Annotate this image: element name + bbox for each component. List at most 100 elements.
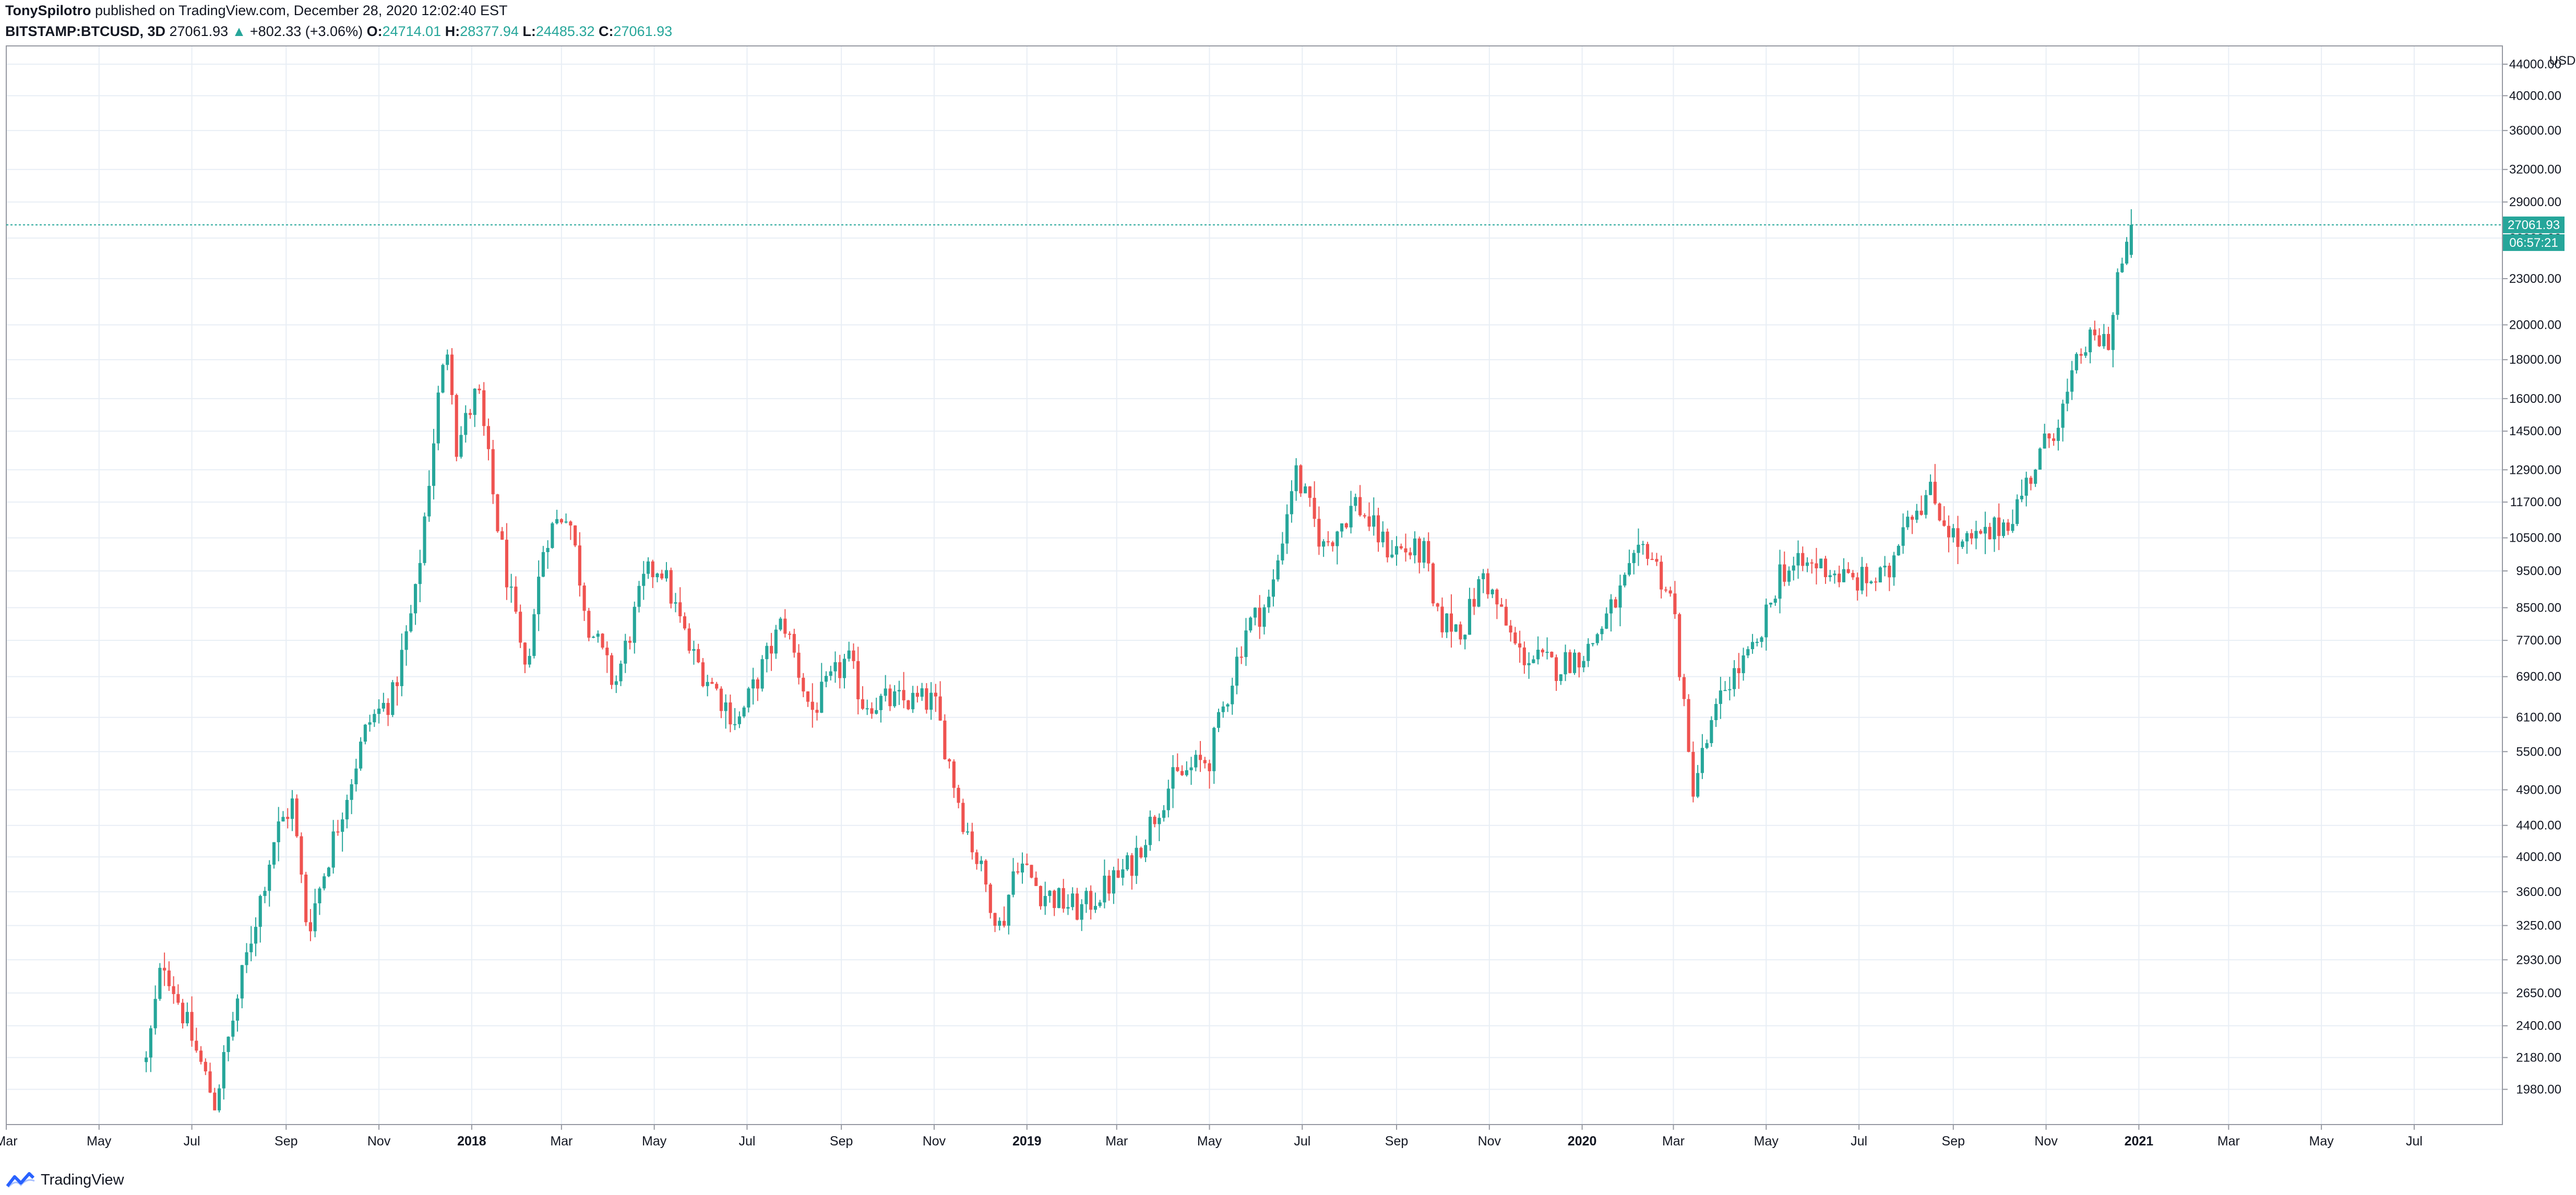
price-axis[interactable]: 1980.00 2180.00 2400.00 2650.00 2930.00 3250.… bbox=[2502, 57, 2561, 1097]
candle-up bbox=[1627, 563, 1631, 575]
candle-down bbox=[1404, 548, 1408, 553]
candle-down bbox=[870, 708, 874, 714]
candle-down bbox=[1555, 657, 1558, 682]
candle-down bbox=[1308, 486, 1311, 498]
x-tick-label: 2021 bbox=[2125, 1134, 2154, 1149]
candle-up bbox=[2111, 315, 2115, 350]
candle-up bbox=[1559, 674, 1563, 682]
time-axis[interactable]: Mar May Jul Sep Nov 2018 Mar May Jul Sep Nov 2019 Ma… bbox=[0, 1125, 2423, 1149]
candle-down bbox=[2047, 433, 2051, 439]
candle-up bbox=[400, 650, 403, 686]
candle-up bbox=[1249, 617, 1253, 631]
candle-up bbox=[2034, 469, 2037, 484]
candle-down bbox=[455, 395, 458, 457]
candle-up bbox=[1463, 635, 1467, 640]
y-tick-label: 14500.00 bbox=[2509, 424, 2561, 438]
countdown-tag-bg bbox=[2503, 234, 2565, 251]
candle-up bbox=[1527, 663, 1531, 665]
candle-up bbox=[1185, 770, 1188, 775]
y-tick-label: 10500.00 bbox=[2509, 531, 2561, 545]
candle-up bbox=[724, 702, 728, 711]
candle-up bbox=[1605, 613, 1608, 629]
candle-up bbox=[1166, 788, 1170, 810]
candle-down bbox=[1089, 891, 1093, 910]
x-tick-label: Jul bbox=[1294, 1134, 1310, 1149]
candle-down bbox=[1299, 465, 1303, 494]
tradingview-logo-text[interactable]: TradingView bbox=[41, 1171, 124, 1188]
x-tick-label: Jul bbox=[2406, 1134, 2423, 1149]
candle-up bbox=[1231, 685, 1234, 704]
candle-down bbox=[770, 646, 773, 654]
candle-down bbox=[948, 759, 951, 762]
candle-up bbox=[646, 561, 650, 574]
candle-down bbox=[1664, 589, 1667, 591]
candle-up bbox=[263, 891, 267, 896]
candle-up bbox=[1011, 871, 1015, 895]
y-tick-label: 32000.00 bbox=[2509, 163, 2561, 177]
candle-up bbox=[1158, 818, 1161, 824]
candle-down bbox=[1970, 533, 1973, 539]
candle-up bbox=[592, 637, 595, 638]
y-tick-label: 8500.00 bbox=[2516, 601, 2561, 615]
candle-up bbox=[354, 768, 358, 784]
candle-down bbox=[605, 648, 609, 655]
candle-up bbox=[1080, 904, 1083, 920]
candle-down bbox=[792, 634, 796, 653]
close-value: 27061.93 bbox=[613, 23, 673, 39]
candle-up bbox=[1700, 748, 1704, 773]
candle-up bbox=[1564, 652, 1567, 675]
author-name[interactable]: TonySpilotro bbox=[5, 3, 91, 18]
symbol-label: BITSTAMP:BTCUSD, 3D bbox=[5, 23, 165, 39]
candle-up bbox=[1093, 906, 1097, 910]
candle-up bbox=[185, 1012, 189, 1024]
candle-down bbox=[1541, 650, 1544, 653]
candle-down bbox=[491, 449, 495, 495]
candle-down bbox=[300, 836, 303, 875]
low-value: 24485.32 bbox=[535, 23, 595, 39]
candle-up bbox=[1591, 643, 1595, 644]
candle-up bbox=[820, 682, 824, 713]
candle-up bbox=[1632, 553, 1636, 564]
candle-up bbox=[1226, 704, 1230, 707]
candle-up bbox=[1477, 579, 1481, 607]
candle-down bbox=[2097, 335, 2101, 346]
y-tick-label: 40000.00 bbox=[2509, 89, 2561, 103]
candle-down bbox=[975, 852, 979, 864]
candle-down bbox=[1691, 751, 1695, 797]
candle-up bbox=[217, 1088, 221, 1110]
candle-down bbox=[1180, 771, 1184, 775]
candle-down bbox=[1367, 516, 1371, 527]
candle-down bbox=[802, 677, 805, 691]
candle-down bbox=[500, 531, 504, 540]
x-tick-label: Mar bbox=[1662, 1134, 1685, 1149]
tradingview-logo-icon[interactable] bbox=[5, 1172, 35, 1188]
candle-up bbox=[2056, 427, 2060, 441]
candle-up bbox=[423, 516, 426, 563]
candle-up bbox=[1965, 533, 1969, 542]
candle-up bbox=[1354, 497, 1357, 506]
y-tick-label: 7700.00 bbox=[2516, 634, 2561, 648]
candle-up bbox=[363, 724, 367, 742]
candle-down bbox=[195, 1041, 198, 1051]
candle-up bbox=[1587, 643, 1590, 661]
candle-up bbox=[637, 585, 641, 607]
candle-up bbox=[249, 943, 253, 952]
candle-down bbox=[1550, 652, 1554, 658]
last-price-tag-text: 27061.93 bbox=[2508, 218, 2560, 232]
candle-up bbox=[752, 679, 755, 689]
candle-up bbox=[235, 998, 240, 1021]
candle-up bbox=[1929, 482, 1933, 495]
candle-up bbox=[1381, 531, 1385, 543]
candle-up bbox=[966, 831, 970, 833]
y-tick-label: 2650.00 bbox=[2516, 986, 2561, 1000]
candle-up bbox=[1048, 890, 1052, 896]
candle-up bbox=[842, 659, 846, 678]
candle-down bbox=[1107, 876, 1111, 894]
candle-down bbox=[1016, 871, 1020, 873]
candle-up bbox=[1714, 703, 1718, 721]
candle-up bbox=[373, 714, 376, 723]
candle-down bbox=[2079, 354, 2083, 356]
candle-up bbox=[281, 817, 285, 822]
candle-up bbox=[884, 688, 887, 696]
